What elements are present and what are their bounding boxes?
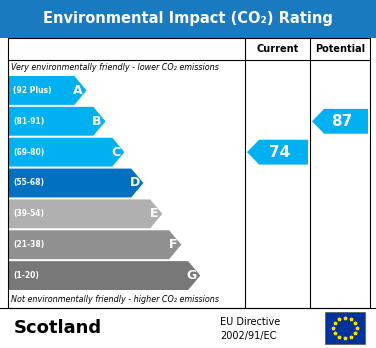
- Bar: [325, 312, 365, 344]
- Polygon shape: [247, 140, 308, 165]
- Text: 74: 74: [269, 145, 290, 160]
- Polygon shape: [8, 76, 86, 105]
- Polygon shape: [8, 168, 143, 197]
- Text: D: D: [130, 176, 140, 190]
- Polygon shape: [8, 199, 162, 228]
- Text: Very environmentally friendly - lower CO₂ emissions: Very environmentally friendly - lower CO…: [11, 63, 219, 72]
- Text: F: F: [168, 238, 177, 251]
- Bar: [0, 0, 376, 38]
- Polygon shape: [8, 230, 181, 259]
- Text: (21-38): (21-38): [13, 240, 44, 249]
- Text: EU Directive: EU Directive: [220, 317, 280, 327]
- Text: 87: 87: [331, 114, 353, 129]
- Text: 2002/91/EC: 2002/91/EC: [220, 331, 276, 341]
- Text: G: G: [186, 269, 197, 282]
- Text: E: E: [150, 207, 158, 220]
- Polygon shape: [312, 109, 368, 134]
- Polygon shape: [8, 138, 124, 167]
- Text: Scotland: Scotland: [14, 319, 102, 337]
- Text: (39-54): (39-54): [13, 209, 44, 218]
- Polygon shape: [8, 261, 200, 290]
- Text: (55-68): (55-68): [13, 179, 44, 188]
- Text: B: B: [92, 115, 102, 128]
- Text: Not environmentally friendly - higher CO₂ emissions: Not environmentally friendly - higher CO…: [11, 295, 219, 304]
- Text: (92 Plus): (92 Plus): [13, 86, 52, 95]
- Text: A: A: [73, 84, 83, 97]
- Text: (81-91): (81-91): [13, 117, 44, 126]
- Text: Current: Current: [256, 44, 299, 54]
- Bar: [8, 38, 370, 308]
- Polygon shape: [8, 107, 105, 136]
- Text: Potential: Potential: [315, 44, 365, 54]
- Text: (69-80): (69-80): [13, 148, 44, 157]
- Text: Environmental Impact (CO₂) Rating: Environmental Impact (CO₂) Rating: [43, 11, 333, 26]
- Text: (1-20): (1-20): [13, 271, 39, 280]
- Text: C: C: [111, 146, 120, 159]
